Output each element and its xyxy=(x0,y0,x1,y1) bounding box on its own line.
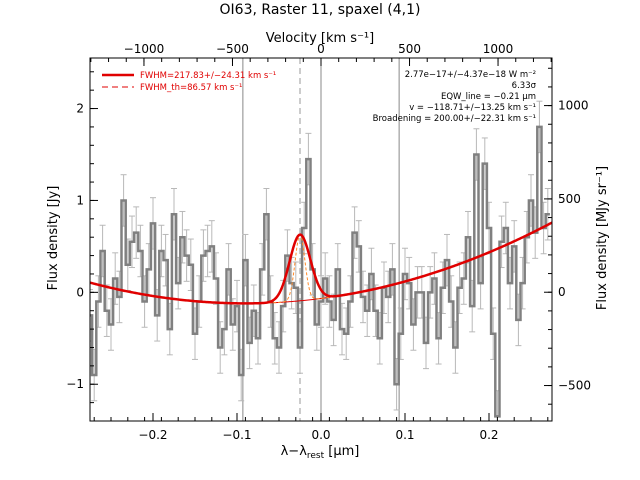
y-tick-label-1: 0 xyxy=(76,285,84,299)
plot-clipped-group xyxy=(90,58,552,421)
vel-tick-label-3: 500 xyxy=(398,42,421,56)
y-tick-label-0: −1 xyxy=(66,377,84,391)
x-tick-label-4: 0.2 xyxy=(479,428,498,442)
x-axis-label: λ−λrest [μm] xyxy=(281,444,360,461)
x-axis-label-main: λ−λ xyxy=(281,444,308,459)
x-axis-label-unit: [μm] xyxy=(324,444,359,459)
annotation-2: EQW_line = −0.21 μm xyxy=(441,92,536,102)
x-axis-label-sub: rest xyxy=(307,451,325,461)
y2-tick-label-2: 500 xyxy=(558,192,581,206)
y-axis-label-right: Flux density [MJy sr⁻¹] xyxy=(595,166,610,310)
legend-label-1: FWHM_th=86.57 km s⁻¹ xyxy=(140,83,242,93)
vel-tick-label-4: 1000 xyxy=(483,42,514,56)
y2-tick-label-3: 1000 xyxy=(558,99,589,113)
annotation-4: Broadening = 200.00+/−22.31 km s⁻¹ xyxy=(373,114,536,124)
y2-tick-label-0: −500 xyxy=(558,379,591,393)
y-tick-label-3: 2 xyxy=(76,102,84,116)
x-tick-label-3: 0.1 xyxy=(395,428,414,442)
x-tick-label-2: 0.0 xyxy=(311,428,330,442)
fit-curve xyxy=(90,221,552,305)
annotation-1: 6.33σ xyxy=(512,81,537,91)
plot-area xyxy=(90,58,552,421)
y2-tick-label-1: 0 xyxy=(558,285,566,299)
annotation-3: v = −118.71+/−13.25 km s⁻¹ xyxy=(409,103,536,113)
spectrum-steps xyxy=(90,125,550,418)
vel-tick-label-1: −500 xyxy=(216,42,249,56)
vel-tick-label-2: 0 xyxy=(317,42,325,56)
chart-title: OI63, Raster 11, spaxel (4,1) xyxy=(220,2,421,18)
y-tick-label-2: 1 xyxy=(76,193,84,207)
axes: −0.2 −0.1 0.0 0.1 0.2 −1000 −500 0 500 1000 −1 0 1 2 −… xyxy=(66,42,591,442)
legend-label-0: FWHM=217.83+/−24.31 km s⁻¹ xyxy=(140,71,276,81)
vel-tick-label-0: −1000 xyxy=(124,42,165,56)
y-axis-label-left: Flux density [Jy] xyxy=(46,186,61,291)
x-tick-label-1: −0.1 xyxy=(222,428,251,442)
legend: FWHM=217.83+/−24.31 km s⁻¹ FWHM_th=86.57 … xyxy=(102,71,276,93)
x-tick-label-0: −0.2 xyxy=(138,428,167,442)
annotation-0: 2.77e−17+/−4.37e−18 W m⁻² xyxy=(405,70,536,80)
top-axis-label: Velocity [km s⁻¹] xyxy=(266,31,374,46)
